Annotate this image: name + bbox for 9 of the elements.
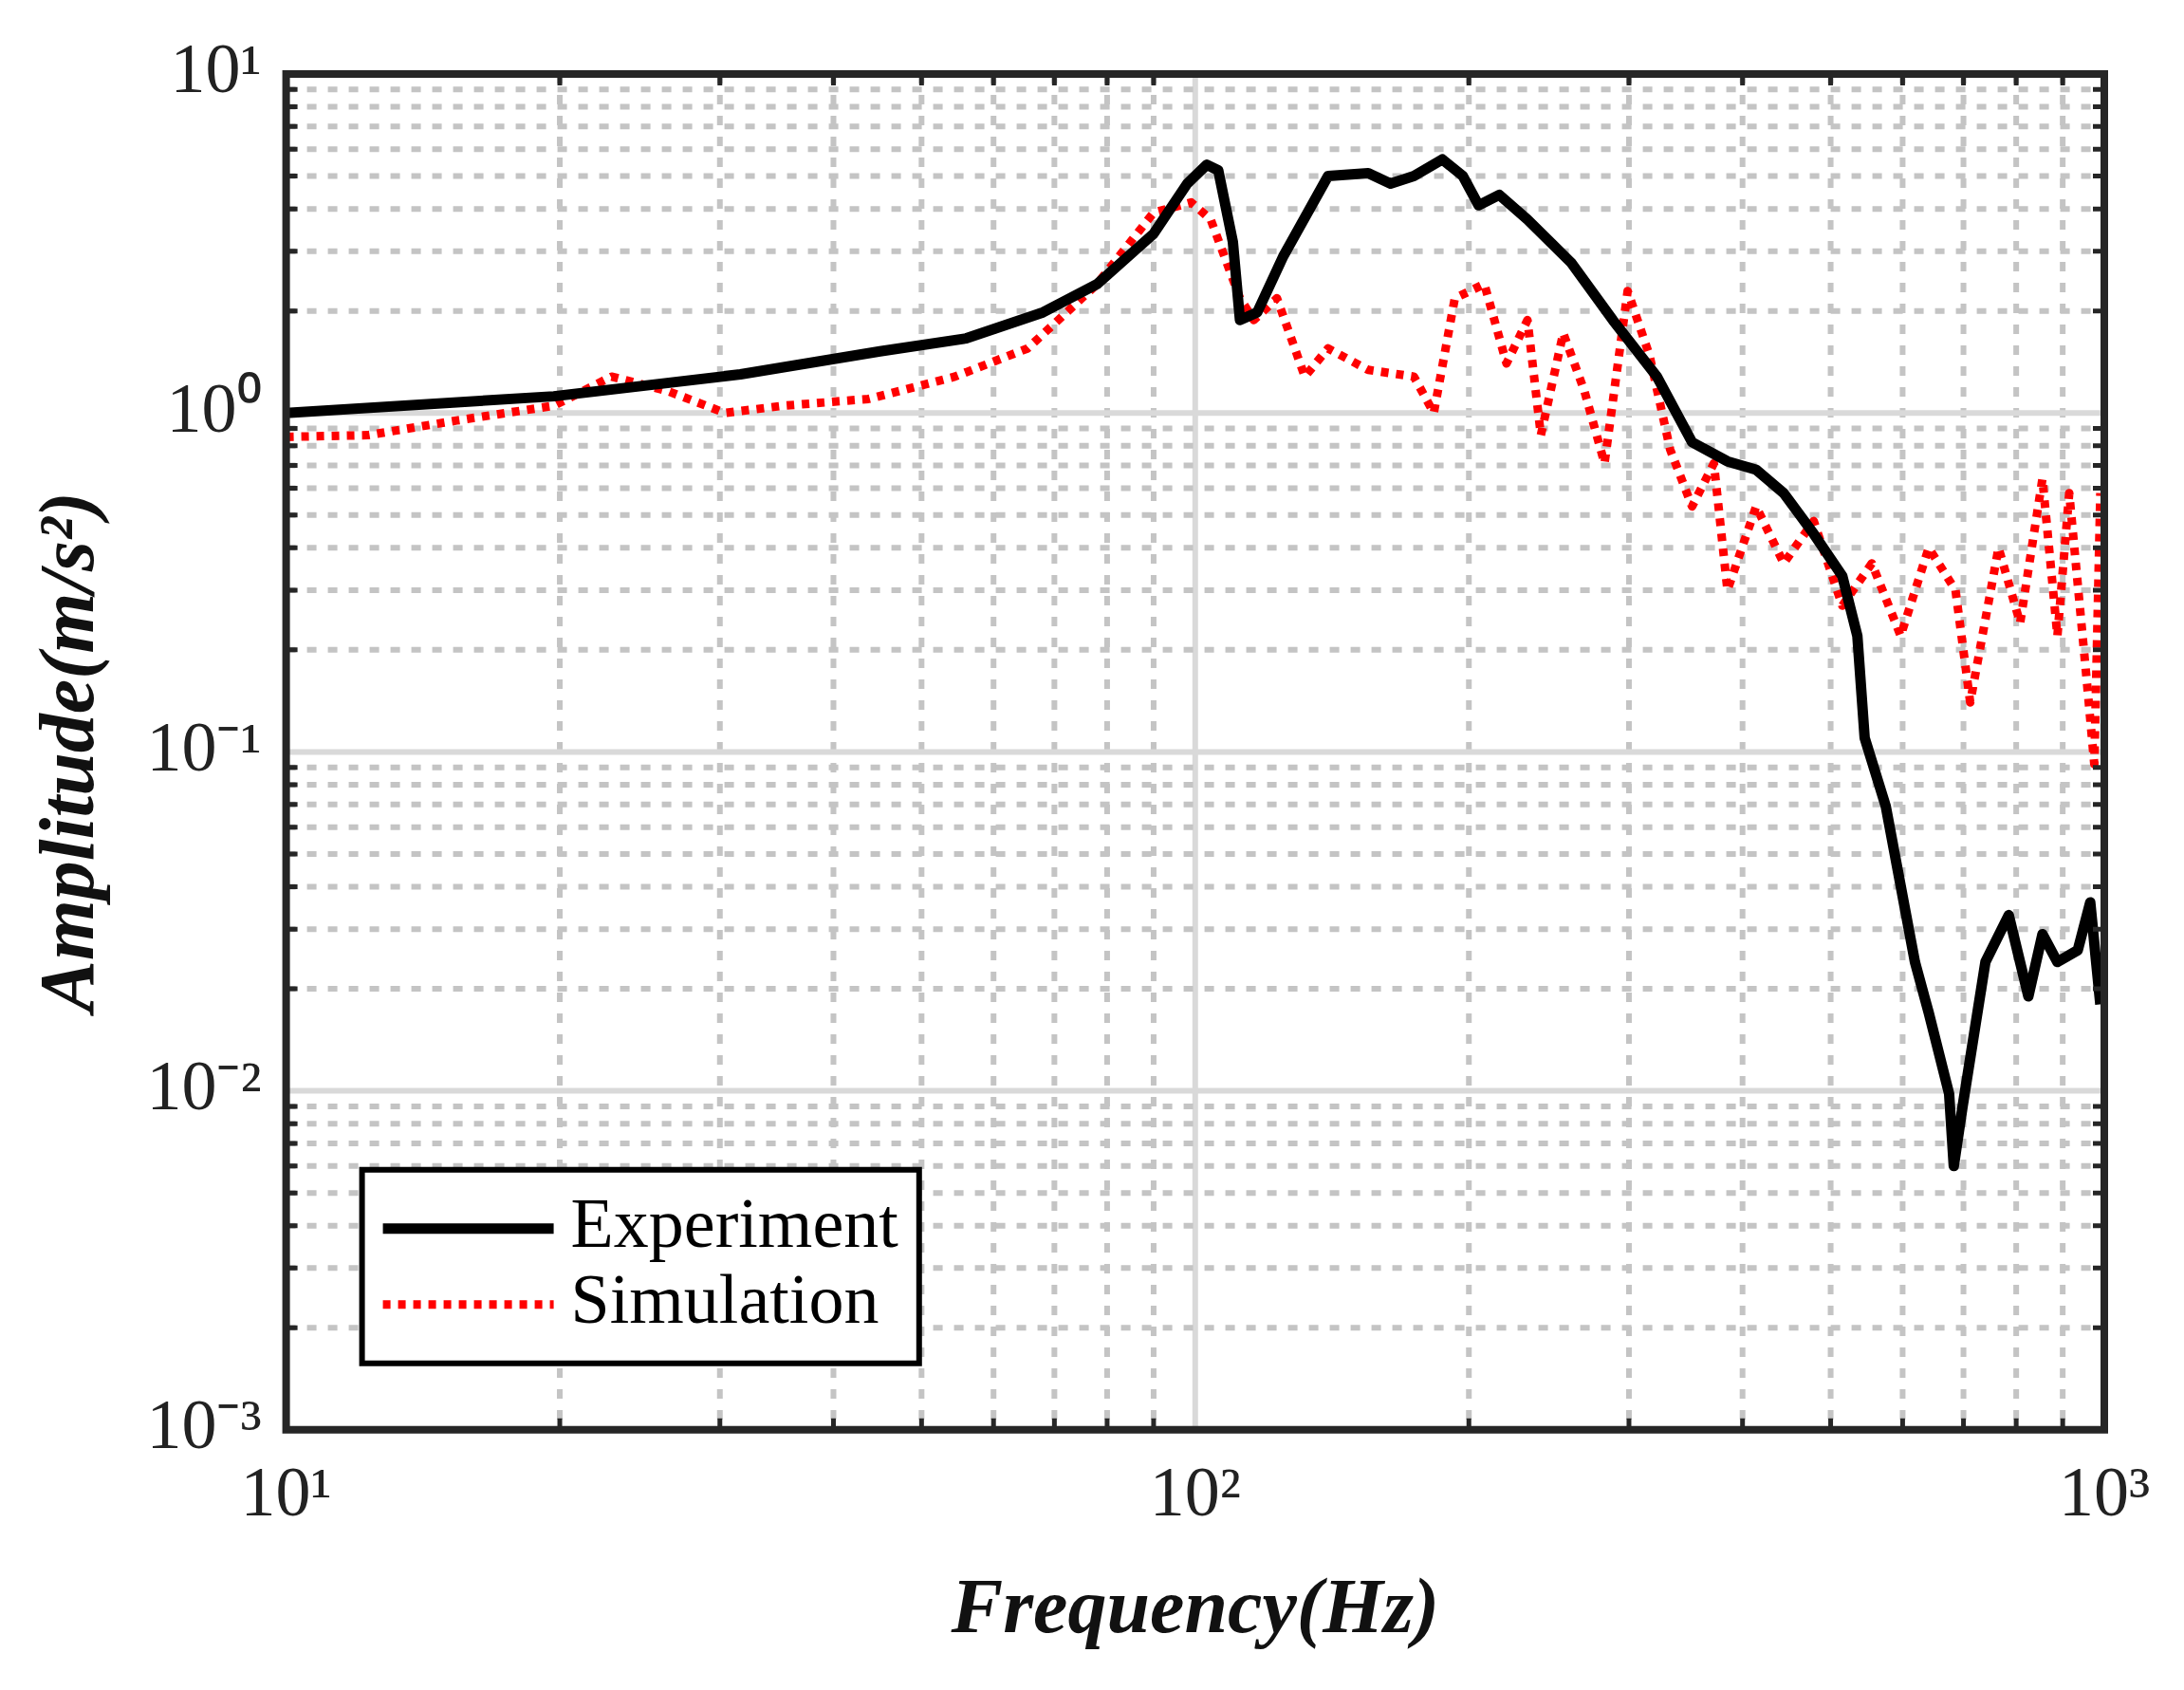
x-axis-title: Frequency(Hz): [950, 1562, 1440, 1649]
y-axis-title: Amplitude(m/s²): [24, 492, 111, 1017]
y-tick-label: 10⁻²: [146, 1047, 262, 1125]
x-tick-label: 10³: [2058, 1452, 2151, 1531]
y-tick-label: 10⁻¹: [146, 707, 262, 786]
legend-label: Experiment: [570, 1184, 899, 1263]
y-tick-label: 10⁰: [166, 368, 262, 447]
y-tick-label: 10¹: [170, 29, 262, 108]
x-tick-label: 10²: [1149, 1452, 1241, 1531]
